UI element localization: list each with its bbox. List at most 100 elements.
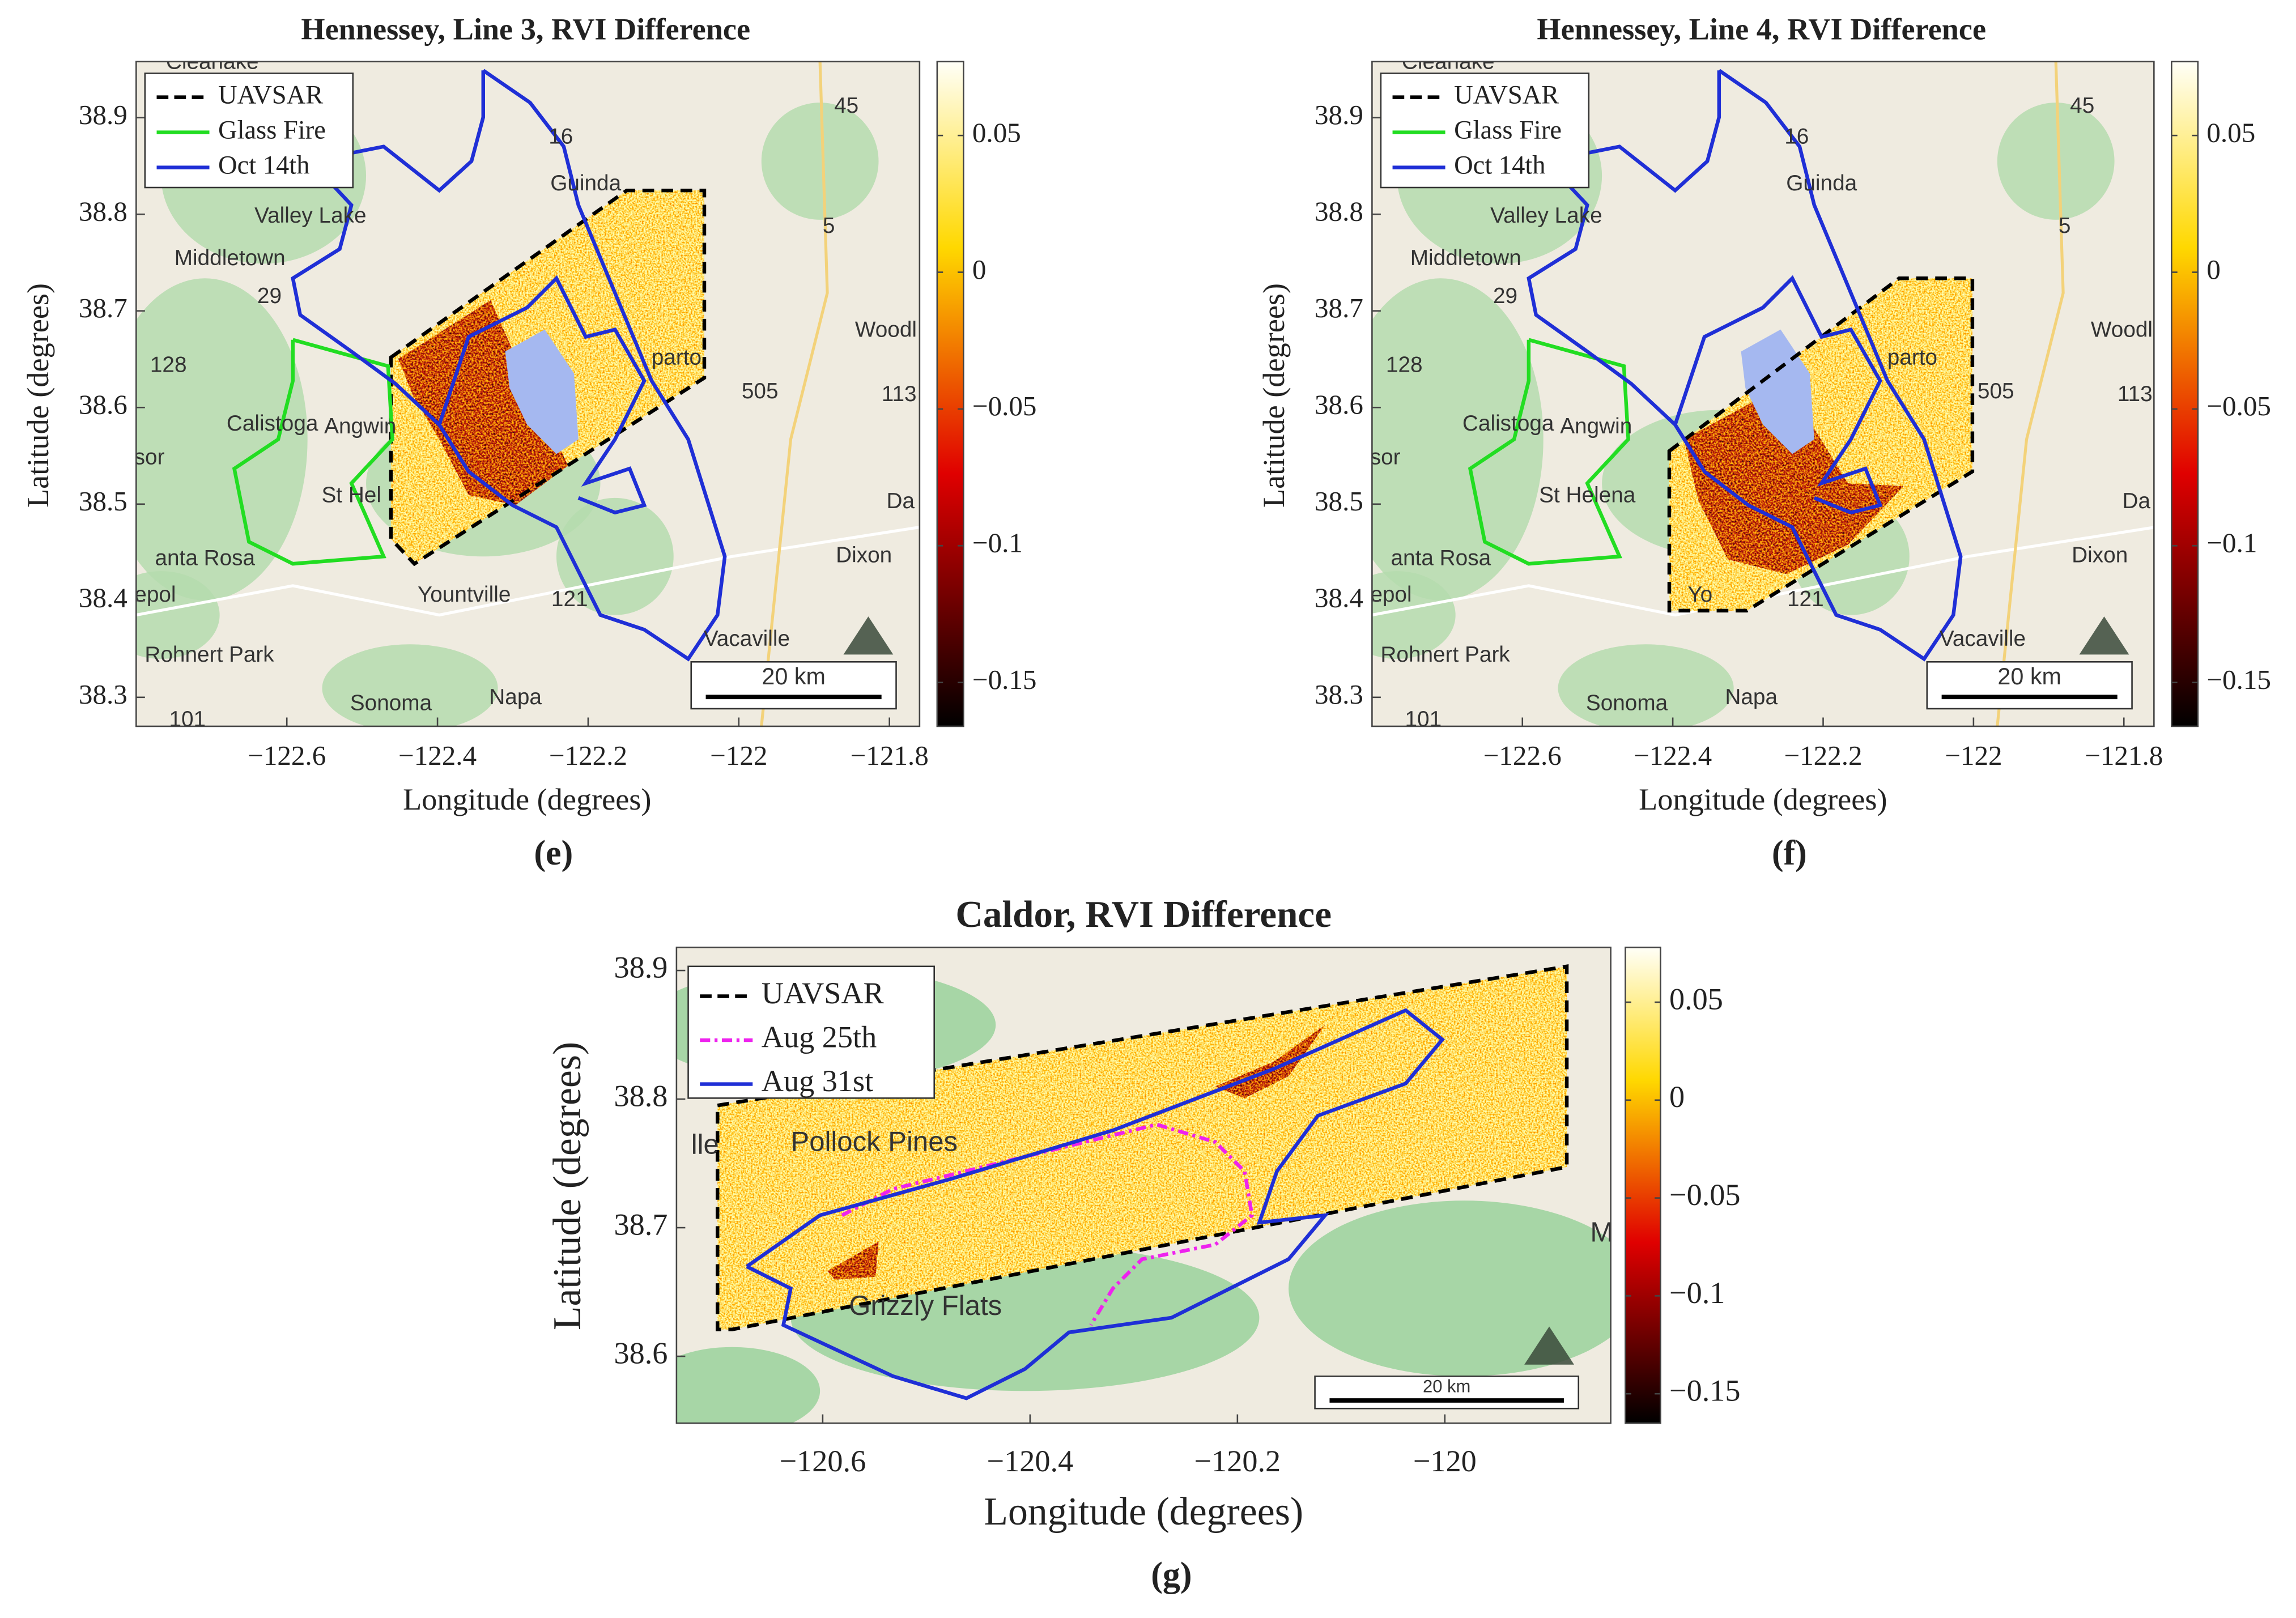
x-tick-label: −120 [1413, 1444, 1477, 1478]
colorbar-tick-label: 0 [2206, 254, 2221, 285]
terrain [136, 278, 308, 601]
place-label: Sonoma [350, 691, 432, 715]
place-label: 5 [2059, 214, 2071, 238]
x-tick-label: −121.8 [2085, 740, 2163, 771]
colorbar-tick-label: 0.05 [1669, 982, 1723, 1016]
colorbar [936, 61, 964, 727]
place-label: lle [691, 1130, 719, 1160]
place-label: Calistoga [227, 411, 318, 436]
place-label: Pollock Pines [790, 1126, 958, 1157]
place-label: Angwin [1560, 414, 1632, 438]
place-label: Rohnert Park [144, 642, 274, 667]
place-label: Napa [1725, 685, 1778, 709]
lake [505, 329, 579, 454]
place-label: 16 [1784, 124, 1809, 148]
fire-perimeter [841, 1122, 1254, 1326]
x-axis-label: Longitude (degrees) [984, 1490, 1303, 1534]
fire-perimeter [1673, 275, 1883, 515]
place-label: 505 [742, 379, 779, 403]
place-label: 29 [257, 284, 282, 308]
place-label: 16 [549, 124, 573, 148]
y-axis-label: Latitude (degrees) [546, 1042, 589, 1330]
place-label: Dixon [2072, 543, 2128, 567]
burn-area [827, 1241, 879, 1280]
map-panel: ClearlakeHiddenValley LakeMiddletownGuin… [1257, 12, 2271, 873]
legend-label: Aug 31st [762, 1064, 873, 1098]
place-label: 121 [1787, 587, 1824, 611]
fire-perimeter [232, 338, 394, 566]
place-label: Guinda [550, 171, 621, 195]
place-label: Clearlake [166, 50, 259, 74]
x-tick-label: −122 [1945, 740, 2002, 771]
colorbar-tick-label: 0 [1669, 1080, 1685, 1114]
y-tick-label: 38.8 [1315, 195, 1363, 227]
legend-label: UAVSAR [1454, 80, 1559, 109]
y-tick-label: 38.7 [614, 1207, 667, 1241]
place-label: 505 [1978, 379, 2014, 403]
place-label: parto [652, 346, 701, 370]
x-tick-label: −122 [710, 740, 767, 771]
burn-area [1683, 384, 1904, 574]
road [1996, 61, 2065, 726]
place-label: Angwin [324, 414, 396, 438]
x-tick-label: −122.2 [1784, 740, 1862, 771]
y-tick-label: 38.8 [614, 1079, 667, 1113]
north-marker [1524, 1326, 1574, 1365]
legend-label: Oct 14th [218, 151, 309, 180]
place-label: Valley Lake [254, 203, 366, 228]
map-area: ClearlakeHiddenValley LakeMiddletownGuin… [134, 50, 920, 731]
place-label: St Hel [321, 483, 381, 508]
place-label: Yo [1687, 582, 1712, 607]
place-label: 101 [169, 707, 206, 731]
colorbar-tick-label: 0.05 [972, 117, 1021, 148]
place-label: epol [1370, 582, 1411, 607]
scale-bar-label: 20 km [762, 663, 826, 689]
place-label: sor [1370, 445, 1401, 469]
y-tick-label: 38.3 [79, 679, 127, 710]
y-tick-label: 38.6 [1315, 389, 1363, 420]
legend-label: Aug 25th [762, 1020, 877, 1054]
map-area: ClearlakeHiddenValley LakeMiddletownGuin… [1370, 50, 2154, 731]
place-label: Guinda [1786, 171, 1857, 195]
x-tick-label: −120.4 [987, 1444, 1074, 1478]
place-label: St Helena [1539, 483, 1636, 508]
y-tick-label: 38.9 [614, 951, 667, 985]
fire-perimeter [437, 275, 647, 515]
place-label: parto [1887, 346, 1937, 370]
place-label: Woodl [855, 317, 917, 342]
terrain [676, 1347, 820, 1424]
place-label: Vacaville [704, 627, 790, 651]
terrain [322, 644, 498, 726]
terrain [1289, 1200, 1611, 1377]
place-label: Da [2123, 489, 2151, 513]
y-tick-label: 38.6 [614, 1336, 667, 1370]
x-axis-label: Longitude (degrees) [1639, 782, 1887, 816]
map-panel: ClearlakeHiddenValley LakeMiddletownGuin… [21, 12, 1037, 873]
legend-label: Glass Fire [218, 116, 326, 144]
place-label: Sonoma [1586, 691, 1668, 715]
y-tick-label: 38.5 [79, 486, 127, 517]
y-tick-label: 38.8 [79, 195, 127, 227]
colorbar-tick-label: −0.05 [972, 390, 1037, 421]
colorbar [1625, 946, 1661, 1424]
burn-area [398, 300, 568, 505]
axes-frame [135, 61, 921, 727]
terrain [136, 571, 220, 659]
place-label: Da [886, 489, 915, 513]
legend-label: UAVSAR [218, 80, 323, 109]
place-label: epol [134, 582, 176, 607]
place-label: 101 [1405, 707, 1442, 731]
axes-frame [1371, 61, 2155, 727]
place-label: Clearlake [1402, 50, 1495, 74]
place-label: 45 [834, 93, 858, 118]
place-label: 113 [2118, 382, 2153, 406]
y-axis-label: Latitude (degrees) [1257, 283, 1291, 508]
place-label: Calistoga [1462, 411, 1554, 436]
legend-label: UAVSAR [762, 976, 885, 1010]
y-axis-label: Latitude (degrees) [21, 283, 55, 508]
y-tick-label: 38.9 [1315, 99, 1363, 130]
panel-title: Caldor, RVI Difference [955, 893, 1332, 935]
place-label: 128 [1386, 353, 1423, 377]
